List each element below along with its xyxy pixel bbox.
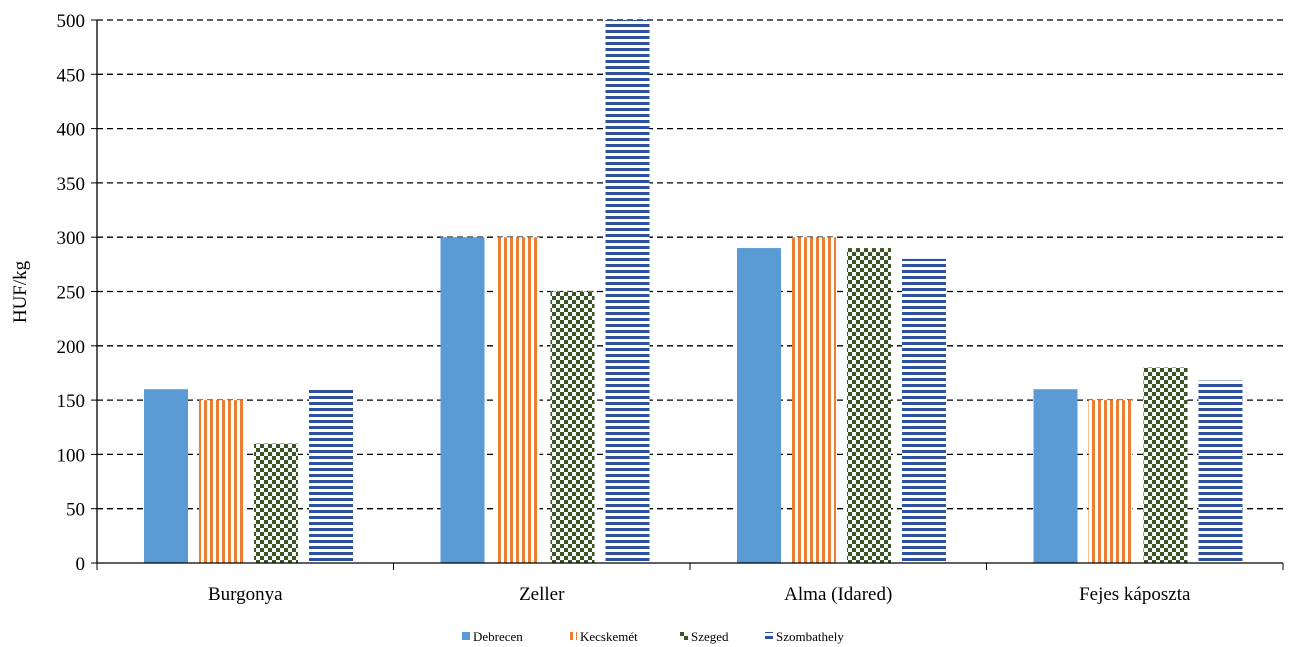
legend-label: Szombathely bbox=[776, 629, 844, 644]
bar-szombathely-2 bbox=[606, 20, 650, 563]
bar-kecskemét-1 bbox=[199, 400, 243, 563]
legend-label: Szeged bbox=[691, 629, 729, 644]
legend-swatch-debrecen bbox=[462, 632, 470, 640]
y-tick-label: 500 bbox=[57, 11, 86, 32]
y-tick-label: 300 bbox=[57, 228, 86, 249]
x-category-label: Alma (Idared) bbox=[784, 584, 892, 605]
bar-debrecen-1 bbox=[144, 389, 188, 563]
bar-szeged-4 bbox=[1144, 368, 1188, 563]
bar-debrecen-3 bbox=[737, 248, 781, 563]
bar-kecskemét-4 bbox=[1089, 400, 1133, 563]
legend-swatch-szombathely bbox=[765, 632, 773, 640]
y-tick-label: 350 bbox=[57, 174, 86, 195]
bar-debrecen-2 bbox=[441, 237, 485, 563]
y-tick-label: 50 bbox=[66, 500, 85, 521]
bar-szeged-2 bbox=[551, 292, 595, 564]
bar-debrecen-4 bbox=[1034, 389, 1078, 563]
y-tick-label: 250 bbox=[57, 283, 86, 304]
y-tick-label: 200 bbox=[57, 337, 86, 358]
bar-szeged-1 bbox=[254, 444, 298, 563]
legend-swatch-kecskemét bbox=[569, 632, 577, 640]
legend-label: Kecskemét bbox=[580, 629, 638, 644]
y-tick-label: 400 bbox=[57, 120, 86, 141]
y-tick-label: 450 bbox=[57, 65, 86, 86]
y-tick-label: 150 bbox=[57, 391, 86, 412]
bar-szombathely-3 bbox=[902, 259, 946, 563]
y-axis-title: HUF/kg bbox=[10, 260, 31, 323]
x-category-label: Fejes káposzta bbox=[1079, 584, 1191, 605]
bar-kecskemét-2 bbox=[496, 237, 540, 563]
legend-swatch-szeged bbox=[680, 632, 688, 640]
bar-szombathely-1 bbox=[309, 389, 353, 563]
x-category-label: Burgonya bbox=[208, 584, 283, 605]
bar-kecskemét-3 bbox=[792, 237, 836, 563]
bar-szeged-3 bbox=[847, 248, 891, 563]
x-category-label: Zeller bbox=[519, 584, 565, 605]
legend-label: Debrecen bbox=[473, 629, 523, 644]
bar-szombathely-4 bbox=[1199, 381, 1243, 563]
y-tick-label: 0 bbox=[76, 554, 86, 575]
y-tick-label: 100 bbox=[57, 445, 86, 466]
legend: Debrecen Kecskemét Szeged Szombathely bbox=[462, 629, 844, 644]
